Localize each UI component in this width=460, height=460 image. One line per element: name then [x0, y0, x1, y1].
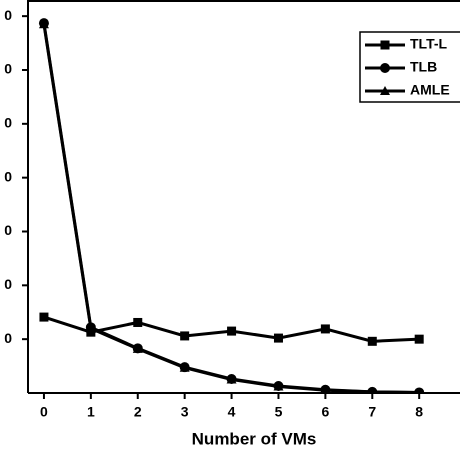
marker	[415, 387, 423, 394]
legend-label: AMLE	[410, 82, 450, 98]
y-tick-label: 0	[4, 330, 12, 346]
x-tick-label: 0	[40, 404, 48, 420]
x-tick-label: 7	[368, 404, 376, 420]
marker	[380, 86, 390, 95]
x-tick-label: 6	[321, 404, 329, 420]
marker	[368, 386, 377, 394]
x-tick-label: 2	[134, 404, 142, 420]
x-axis-label: Number of VMs	[192, 429, 317, 448]
x-tick-label: 5	[275, 404, 283, 420]
marker	[85, 323, 96, 333]
marker	[180, 331, 190, 341]
legend-label: TLT-L	[410, 36, 448, 52]
marker	[132, 343, 143, 353]
marker	[227, 326, 237, 336]
marker	[320, 324, 330, 334]
marker	[380, 40, 390, 50]
marker	[273, 381, 284, 391]
marker	[39, 312, 49, 322]
marker	[179, 362, 190, 372]
x-tick-label: 3	[181, 404, 189, 420]
y-tick-label: 0	[4, 168, 12, 184]
marker	[320, 385, 331, 394]
marker	[414, 334, 424, 344]
marker	[273, 333, 283, 343]
marker	[380, 63, 390, 73]
y-tick-label: 0	[4, 115, 12, 131]
x-tick-label: 1	[87, 404, 95, 420]
plot-area	[38, 18, 425, 394]
y-tick-label: 0	[4, 222, 12, 238]
x-tick-label: 4	[228, 404, 236, 420]
y-tick-label: 0	[4, 7, 12, 23]
y-tick-label: 0	[4, 61, 12, 77]
marker	[226, 374, 237, 384]
x-tick-label: 8	[415, 404, 423, 420]
y-tick-label: 0	[4, 276, 12, 292]
marker	[367, 336, 377, 346]
legend-label: TLB	[410, 59, 437, 75]
marker	[38, 19, 49, 29]
marker	[133, 317, 143, 327]
